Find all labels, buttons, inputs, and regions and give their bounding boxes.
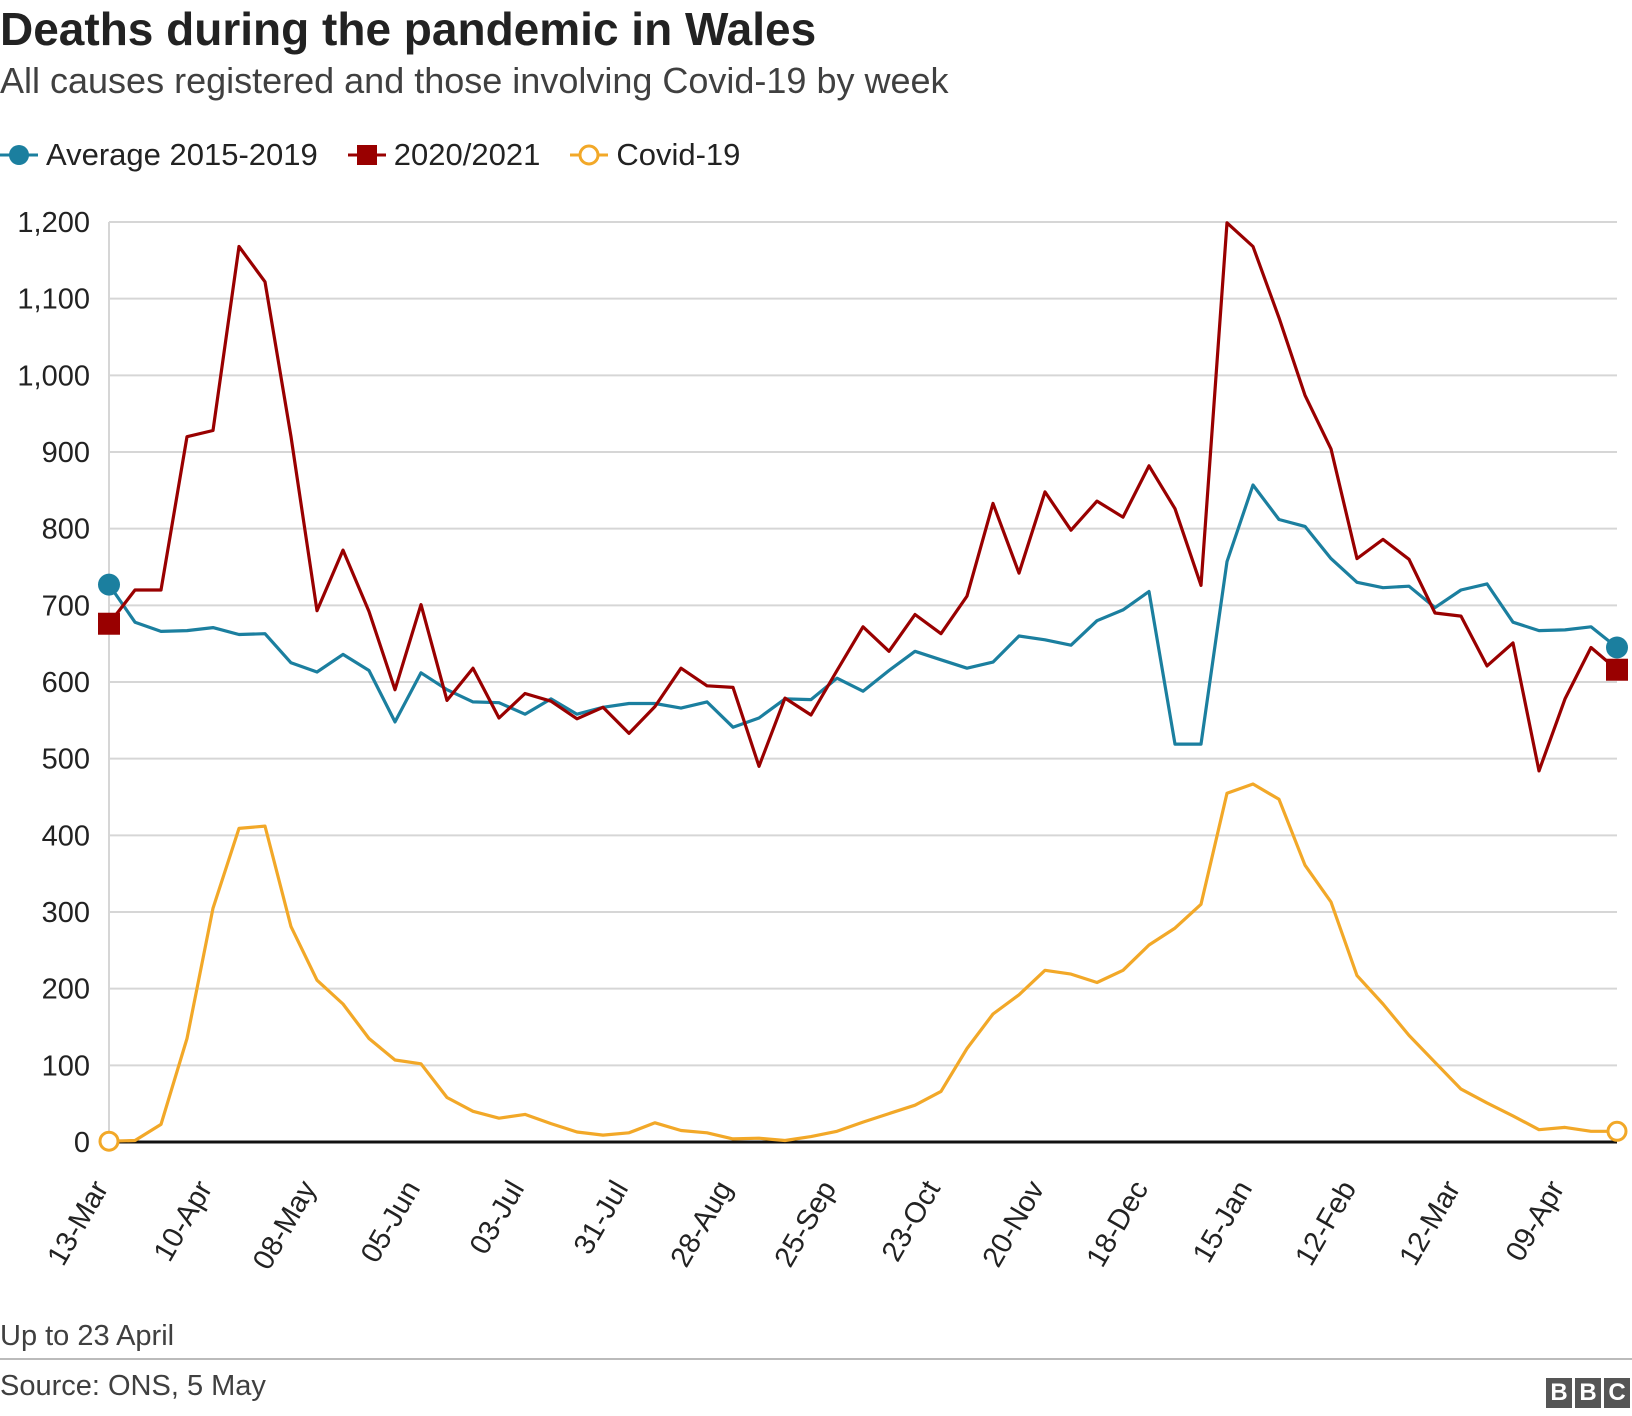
bbc-logo: B B C <box>1543 1378 1630 1408</box>
x-tick-label: 12-Mar <box>1393 1175 1467 1271</box>
series-markers <box>98 573 1628 1152</box>
point-marker-average <box>1606 636 1628 659</box>
y-tick-label: 900 <box>42 437 90 469</box>
x-tick-label: 28-Aug <box>665 1176 739 1273</box>
y-tick-label: 100 <box>42 1050 90 1082</box>
chart-source: Source: ONS, 5 May <box>0 1370 266 1402</box>
x-tick-label: 25-Sep <box>769 1176 843 1273</box>
legend-item-2020-2021: 2020/2021 <box>347 137 541 173</box>
x-tick-label: 31-Jul <box>568 1176 635 1260</box>
footer-divider <box>0 1358 1632 1360</box>
chart-title: Deaths during the pandemic in Wales <box>0 3 817 55</box>
point-marker-2020-2021 <box>1606 658 1628 681</box>
y-tick-label: 1,200 <box>17 207 90 239</box>
legend: Average 2015-2019 2020/2021 Covid-19 <box>0 133 770 177</box>
point-marker-average <box>98 573 120 596</box>
y-tick-label: 700 <box>42 590 90 622</box>
x-tick-label: 23-Oct <box>876 1176 947 1267</box>
line-chart: 0 100 200 300 400 500 600 700 800 900 1,000 1,100 1,… <box>17 207 1628 1275</box>
point-marker-2020-2021 <box>98 612 120 635</box>
legend-label-2020-2021: 2020/2021 <box>393 137 541 172</box>
x-tick-label: 03-Jul <box>464 1176 531 1260</box>
hollow-circle-marker-icon <box>570 144 609 166</box>
point-marker-covid <box>98 1130 120 1152</box>
point-marker-covid <box>1606 1120 1628 1142</box>
bbc-logo-letter: B <box>1575 1378 1601 1408</box>
square-marker-icon <box>347 145 386 165</box>
x-tick-label: 09-Apr <box>1500 1175 1571 1267</box>
x-axis-ticks: 13-Mar 10-Apr 08-May 05-Jun 03-Jul 31-Jul 28-A… <box>41 1175 1571 1275</box>
chart-note: Up to 23 April <box>0 1320 175 1352</box>
y-axis-ticks: 0 100 200 300 400 500 600 700 800 900 1,000 1,100 1,… <box>17 207 90 1159</box>
bbc-logo-letter: C <box>1604 1378 1630 1408</box>
x-tick-label: 18-Dec <box>1081 1176 1155 1273</box>
y-tick-label: 500 <box>42 744 90 776</box>
x-tick-label: 05-Jun <box>355 1176 427 1269</box>
y-tick-label: 400 <box>42 820 90 852</box>
y-tick-label: 1,100 <box>17 284 90 316</box>
y-tick-label: 0 <box>74 1127 90 1159</box>
legend-item-covid: Covid-19 <box>570 137 740 173</box>
legend-label-covid: Covid-19 <box>616 137 741 172</box>
series-line-2020-2021 <box>107 221 1619 773</box>
chart-subtitle: All causes registered and those involvin… <box>0 60 949 101</box>
x-tick-label: 12-Feb <box>1289 1176 1363 1272</box>
series-lines <box>107 221 1619 1143</box>
x-tick-label: 15-Jan <box>1187 1176 1259 1269</box>
y-tick-label: 600 <box>42 667 90 699</box>
x-tick-label: 10-Apr <box>148 1175 219 1267</box>
x-tick-label: 08-May <box>247 1175 323 1275</box>
bbc-logo-letter: B <box>1546 1378 1572 1408</box>
series-line-average-2015-2019 <box>107 483 1619 746</box>
legend-item-average: Average 2015-2019 <box>0 137 318 173</box>
y-tick-label: 200 <box>42 974 90 1006</box>
y-tick-label: 300 <box>42 897 90 929</box>
y-tick-label: 1,000 <box>17 360 90 392</box>
gridlines <box>108 221 1617 1144</box>
legend-label-average: Average 2015-2019 <box>46 137 318 172</box>
x-tick-label: 13-Mar <box>41 1175 115 1271</box>
circle-marker-icon <box>0 145 38 165</box>
y-tick-label: 800 <box>42 514 90 546</box>
series-line-covid-19 <box>107 782 1619 1143</box>
x-tick-label: 20-Nov <box>977 1175 1052 1272</box>
